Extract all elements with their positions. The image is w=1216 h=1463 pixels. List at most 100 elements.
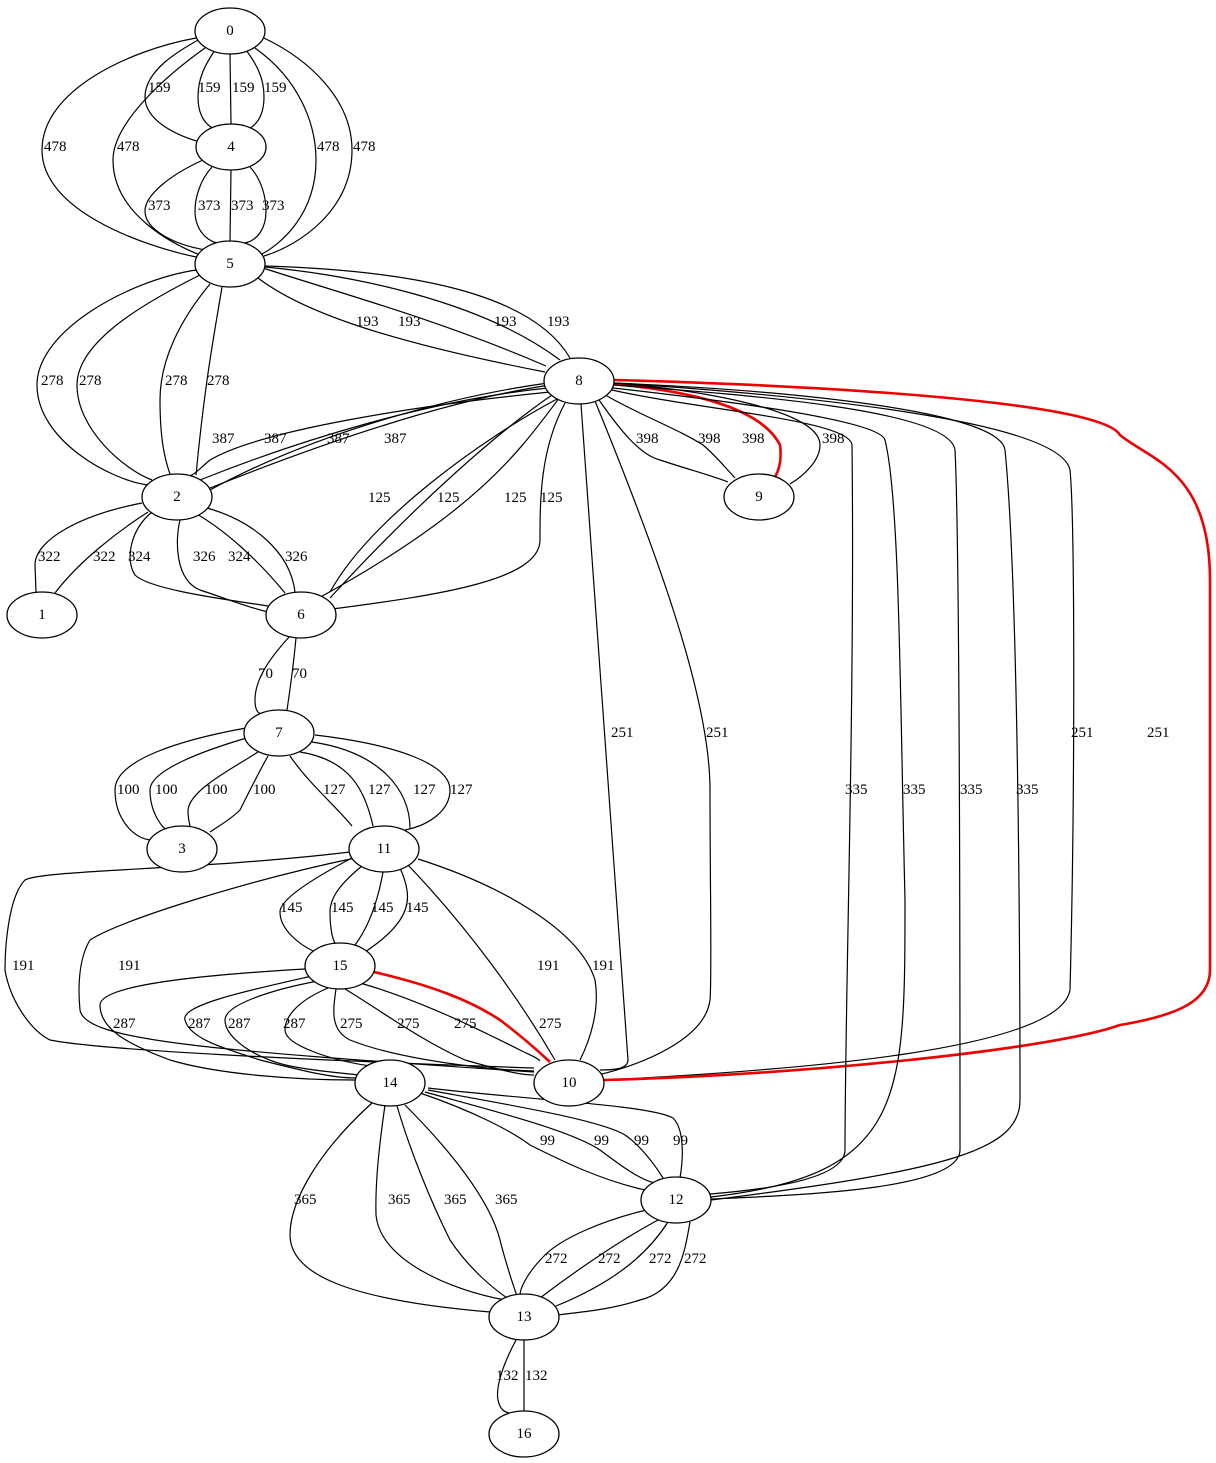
node-4: 4 — [195, 123, 267, 171]
node-ellipse — [640, 1176, 712, 1224]
edge-11-15 — [364, 867, 409, 953]
edge-label: 326 — [193, 549, 216, 565]
node-ellipse — [6, 591, 78, 639]
node-label: 9 — [755, 489, 763, 505]
edge-label: 191 — [12, 958, 35, 974]
node-16: 16 — [488, 1410, 560, 1458]
node-ellipse — [488, 1293, 560, 1341]
edge-label: 478 — [317, 139, 340, 155]
edge-label: 398 — [822, 431, 845, 447]
edge-label: 278 — [207, 373, 230, 389]
edge-0-4 — [144, 38, 201, 143]
edge-15-10-highlighted — [373, 970, 551, 1063]
edge-label: 275 — [340, 1016, 363, 1032]
edge-label: 99 — [673, 1133, 688, 1149]
edge-5-2 — [36, 269, 197, 486]
edge-15-10 — [344, 988, 535, 1076]
edge-label: 159 — [264, 80, 287, 96]
edge-14-12 — [419, 1092, 646, 1191]
edge-13-16 — [496, 1339, 517, 1414]
edge-label: 191 — [118, 958, 141, 974]
edge-7-11 — [311, 741, 411, 829]
edge-label: 275 — [539, 1016, 562, 1032]
edge-label: 322 — [93, 549, 116, 565]
edge-label: 324 — [128, 549, 151, 565]
edge-label: 251 — [1147, 725, 1170, 741]
edge-0-5 — [263, 37, 353, 257]
edge-label: 365 — [388, 1192, 411, 1208]
node-ellipse — [533, 1059, 605, 1107]
edge-8-2 — [199, 387, 549, 481]
edge-5-8 — [264, 266, 561, 361]
edge-2-1 — [34, 502, 143, 593]
edge-7-11 — [289, 755, 353, 827]
edge-7-11 — [314, 734, 451, 831]
edge-8-9 — [606, 395, 736, 479]
edge-4-5 — [144, 159, 207, 251]
edge-8-6 — [329, 398, 558, 593]
edge-12-13 — [519, 1207, 656, 1296]
edge-8-10 — [594, 400, 712, 1076]
edge-label: 335 — [903, 782, 926, 798]
node-13: 13 — [488, 1293, 560, 1341]
edge-label: 324 — [228, 549, 251, 565]
edge-8-2 — [185, 391, 551, 477]
edge-8-12 — [613, 384, 961, 1200]
edge-label: 287 — [188, 1016, 211, 1032]
edge-label: 373 — [231, 198, 254, 214]
edge-8-12 — [613, 382, 1021, 1201]
edge-label: 373 — [148, 198, 171, 214]
edge-label: 272 — [598, 1251, 621, 1267]
edge-14-13 — [375, 1104, 506, 1301]
edges-layer — [4, 37, 1212, 1414]
edge-8-6 — [314, 396, 561, 601]
node-ellipse — [146, 825, 218, 873]
edge-8-2 — [204, 384, 551, 491]
edge-14-13 — [289, 1102, 491, 1313]
edge-12-13 — [539, 1218, 661, 1299]
edge-8-10 — [603, 382, 1075, 1081]
edge-0-4 — [245, 49, 265, 131]
edge-15-14 — [284, 987, 371, 1067]
edge-label: 125 — [504, 490, 527, 506]
edge-label: 398 — [698, 431, 721, 447]
edge-0-4 — [197, 49, 217, 131]
node-6: 6 — [265, 591, 337, 639]
node-label: 11 — [377, 841, 391, 857]
edge-label: 272 — [684, 1251, 707, 1267]
edge-label: 275 — [397, 1016, 420, 1032]
edge-label: 272 — [649, 1251, 672, 1267]
node-label: 5 — [226, 256, 234, 272]
edge-label: 191 — [592, 958, 615, 974]
edge-label: 272 — [545, 1251, 568, 1267]
edge-label: 398 — [636, 431, 659, 447]
edge-label: 99 — [540, 1133, 555, 1149]
edge-label: 335 — [1016, 782, 1039, 798]
edge-label: 326 — [285, 549, 308, 565]
edge-label: 125 — [437, 490, 460, 506]
edge-7-11 — [299, 751, 374, 827]
edge-7-3 — [209, 755, 269, 833]
edge-2-6 — [176, 519, 269, 613]
edge-label: 127 — [450, 782, 473, 798]
edge-label: 132 — [525, 1368, 548, 1384]
edge-label: 125 — [540, 490, 563, 506]
edge-2-6 — [206, 507, 296, 593]
edge-label: 398 — [742, 431, 765, 447]
edge-5-2 — [76, 274, 201, 481]
node-ellipse — [141, 473, 213, 521]
edge-label: 278 — [79, 373, 102, 389]
edge-label: 287 — [228, 1016, 251, 1032]
node-9: 9 — [723, 473, 795, 521]
edge-11-10 — [407, 864, 556, 1061]
edge-2-1 — [54, 511, 149, 594]
edge-label: 125 — [368, 490, 391, 506]
node-label: 10 — [562, 1075, 577, 1091]
node-ellipse — [195, 123, 267, 171]
node-ellipse — [348, 825, 420, 873]
edge-11-10 — [417, 858, 597, 1061]
edge-label: 322 — [38, 549, 61, 565]
node-label: 15 — [333, 958, 348, 974]
edge-15-14 — [184, 975, 357, 1079]
